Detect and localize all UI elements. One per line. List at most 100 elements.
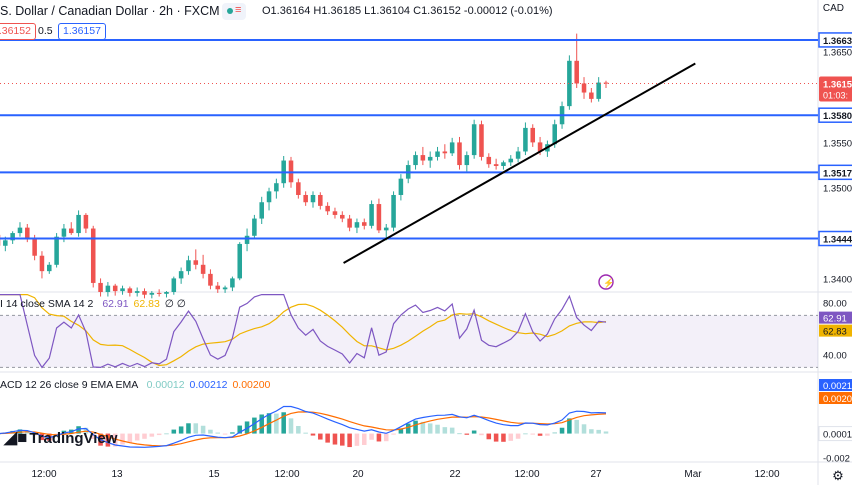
candle-body [230, 278, 235, 288]
candle-body [90, 228, 96, 283]
candle-body [464, 155, 470, 166]
price-tick-label: 1.35000 [823, 184, 852, 195]
candle-body [427, 156, 433, 161]
macd-histogram-bar [405, 423, 411, 434]
macd-histogram-bar [244, 421, 250, 434]
candle-body [244, 235, 250, 244]
macd-histogram-bar [230, 432, 235, 434]
candle-body [222, 287, 228, 290]
macd-histogram-bar [537, 433, 543, 436]
macd-line [0, 405, 607, 448]
candle-body [567, 60, 572, 107]
candle-body [318, 194, 323, 206]
candle-body [303, 194, 308, 203]
level-label-box [818, 32, 852, 48]
close-value: C1.36152 [413, 5, 461, 17]
chart-type-icon[interactable]: ≡ [222, 3, 246, 20]
macd-histogram-bar [383, 433, 389, 442]
macd-histogram-bar [222, 433, 228, 435]
macd-histogram-bar [567, 418, 572, 434]
candle-body [479, 124, 484, 157]
macd-histogram-bar [281, 412, 286, 434]
level-label: 1.3517 [823, 168, 852, 179]
candle-body [10, 233, 15, 241]
candle-body [361, 222, 367, 226]
macd-signal-axis-label: 0.0020 [823, 394, 852, 405]
candle-body [237, 243, 243, 279]
time-tick-label: 12:00 [31, 469, 56, 480]
candle-body [266, 191, 272, 203]
time-tick-label: 27 [590, 469, 602, 480]
candle-body [112, 285, 118, 292]
bid-button[interactable]: 1.36152 [0, 23, 36, 40]
candle-body [552, 124, 557, 145]
candle-body [449, 142, 455, 154]
level-label: 1.3580 [823, 111, 852, 122]
macd-histogram-bar [596, 429, 601, 434]
ask-button[interactable]: 1.36157 [58, 23, 106, 40]
rsi-line [0, 294, 607, 369]
candle-body [25, 227, 30, 239]
macd-histogram-bar [105, 433, 111, 447]
candle-body [200, 264, 206, 274]
macd-histogram-bar [464, 433, 470, 435]
candle-body [332, 211, 338, 215]
candle-body [215, 285, 221, 290]
time-tick-label: 12:00 [754, 469, 779, 480]
candle-body [17, 227, 23, 234]
rsi-sma-box [819, 324, 852, 337]
lightning-glyph: ⚡ [603, 277, 614, 289]
candle-body [178, 271, 184, 279]
level-label-box [818, 107, 852, 123]
macd-histogram-bar [354, 433, 360, 446]
currency-label[interactable]: CAD [822, 3, 844, 14]
current-price-box [819, 76, 852, 102]
current-price-label: 1.3615 [823, 79, 852, 90]
macd-histogram-bar [369, 433, 374, 440]
candle-body [420, 155, 426, 161]
rsi-sma-value: 62.83 [133, 298, 160, 310]
macd-signal-box [819, 392, 852, 404]
macd-histogram-bar [142, 433, 147, 439]
macd-title[interactable]: ACD 12 26 close 9 EMA EMA 0.00012 0.0021… [0, 379, 270, 391]
dot-icon [227, 8, 233, 14]
macd-histogram-bar [193, 423, 199, 434]
candle-body [435, 151, 440, 157]
macd-histogram-bar [200, 425, 206, 434]
candle-body [471, 124, 477, 156]
macd-histogram-bar [340, 433, 345, 446]
candle-body [596, 82, 601, 99]
macd-histogram-bar [332, 433, 338, 445]
macd-histogram-bar [347, 433, 352, 448]
macd-histogram-bar [215, 432, 221, 434]
rsi-tick-label: 80.00 [823, 298, 847, 309]
logo-text: TradingView [29, 430, 118, 447]
macd-histogram-bar [479, 433, 484, 436]
candle-body [413, 155, 418, 166]
rsi-value-box [819, 311, 852, 324]
macd-histogram-bar [398, 428, 404, 434]
macd-histogram-bar [303, 432, 308, 434]
rsi-title[interactable]: I 14 close SMA 14 2 62.91 62.83 ∅ ∅ [0, 298, 186, 310]
level-label-box [818, 164, 852, 181]
candle-body [515, 151, 521, 159]
tradingview-logo: ◢■ TradingView [4, 428, 117, 448]
time-tick-label: 13 [111, 469, 123, 480]
candle-body [347, 218, 352, 228]
open-value: O1.36164 [262, 5, 311, 17]
candle-body [186, 260, 191, 272]
macd-histogram-bar [252, 417, 257, 434]
candle-body [376, 204, 382, 231]
macd-histogram-bar [149, 433, 155, 437]
candle-body [47, 264, 52, 272]
symbol-title[interactable]: S. Dollar / Canadian Dollar · 2h · FXCM [0, 4, 220, 18]
candle-body [98, 282, 103, 292]
macd-zero-box [818, 426, 852, 442]
macd-histogram-bar [112, 433, 118, 447]
macd-histogram-bar [120, 433, 125, 445]
candle-body [391, 194, 396, 228]
rsi-axis-label: 62.91 [823, 314, 847, 325]
candle-body [369, 204, 374, 226]
macd-histogram-bar [552, 432, 557, 434]
